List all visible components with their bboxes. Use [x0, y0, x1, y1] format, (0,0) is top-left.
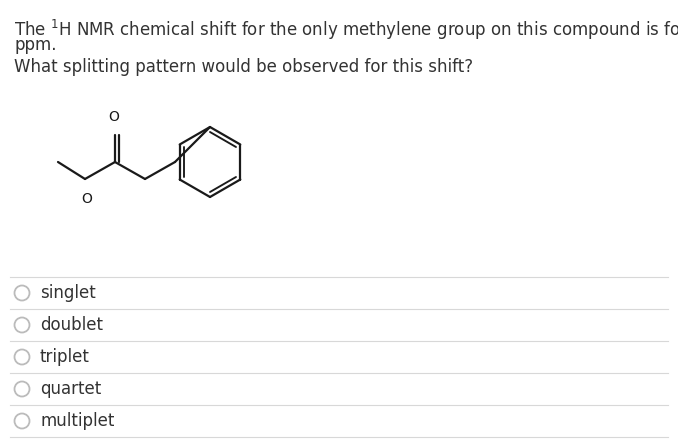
Text: singlet: singlet	[40, 284, 96, 302]
Text: O: O	[81, 192, 92, 206]
Text: multiplet: multiplet	[40, 412, 115, 430]
Text: doublet: doublet	[40, 316, 103, 334]
Text: quartet: quartet	[40, 380, 101, 398]
Text: The $^{1}$H NMR chemical shift for the only methylene group on this compound is : The $^{1}$H NMR chemical shift for the o…	[14, 18, 678, 42]
Text: triplet: triplet	[40, 348, 90, 366]
Text: O: O	[108, 110, 119, 124]
Text: What splitting pattern would be observed for this shift?: What splitting pattern would be observed…	[14, 58, 473, 76]
Text: ppm.: ppm.	[14, 36, 56, 54]
